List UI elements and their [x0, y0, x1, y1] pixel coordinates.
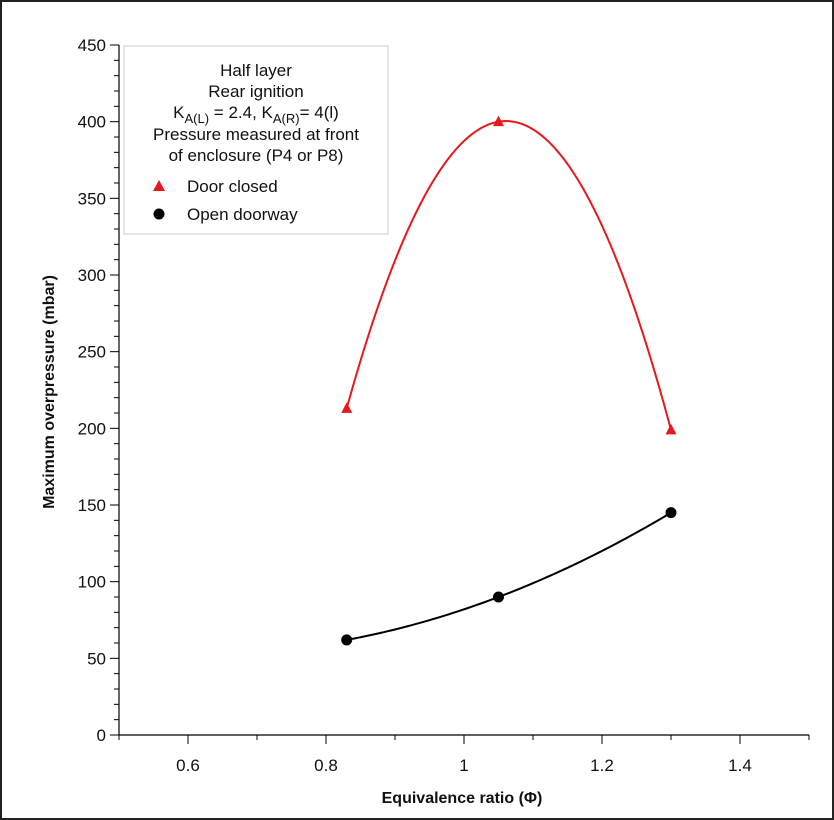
open-doorway-point: [493, 591, 504, 603]
y-tick-label: 100: [78, 573, 106, 592]
legend-line-1: Half layer: [220, 61, 292, 80]
legend-k-line: KA(L) = 2.4, KA(R)= 4(l): [173, 103, 339, 126]
y-tick-label: 0: [97, 726, 106, 745]
legend-line-2: Rear ignition: [208, 82, 303, 101]
y-tick-label: 300: [78, 266, 106, 285]
legend-door-closed-label: Door closed: [187, 177, 278, 196]
k2-value: = 4(l): [300, 103, 339, 122]
x-tick-label: 1.2: [590, 756, 614, 775]
k1-value: = 2.4,: [209, 103, 261, 122]
legend-open-doorway-marker: [153, 208, 165, 220]
fit-curve-series-1: [346, 511, 672, 641]
y-tick-label: 400: [78, 113, 106, 132]
legend-open-doorway-label: Open doorway: [187, 205, 298, 224]
legend-door-closed-marker: [153, 180, 165, 191]
x-tick-label: 1: [459, 756, 468, 775]
open-doorway-point: [665, 507, 677, 519]
legend-note-line-1: Pressure measured at front: [153, 125, 359, 144]
y-tick-label: 50: [87, 649, 106, 668]
x-tick-label: 1.4: [728, 756, 752, 775]
fit-curves: [345, 120, 672, 641]
x-tick-label: 0.6: [176, 756, 200, 775]
legend-box: [123, 45, 389, 235]
x-axis-title: Equivalence ratio (Φ): [382, 790, 543, 807]
y-tick-label: 450: [78, 36, 106, 55]
data-points: [341, 115, 677, 646]
x-axis: 0.6 0.8 1 1.2 1.4: [118, 734, 810, 775]
door-closed-point: [341, 402, 353, 413]
y-tick-label: 250: [78, 343, 106, 362]
y-tick-label: 150: [78, 496, 106, 515]
k2-base: K: [262, 103, 274, 122]
k1-sub: A(L): [185, 111, 210, 126]
y-tick-label: 350: [78, 189, 106, 208]
door-closed-point: [493, 115, 504, 127]
y-tick-label: 200: [78, 419, 106, 438]
y-axis: 0 50 100 150 200 250 300 350 400 450: [78, 36, 120, 745]
y-axis-title: Maximum overpressure (mbar): [41, 275, 58, 509]
open-doorway-point: [341, 634, 353, 646]
fit-curve-series-0: [345, 120, 672, 431]
x-tick-label: 0.8: [314, 756, 338, 775]
legend-note-line-2: of enclosure (P4 or P8): [169, 146, 344, 165]
legend: Half layer Rear ignition KA(L) = 2.4, KA…: [123, 45, 389, 235]
door-closed-point: [665, 423, 677, 435]
k2-sub: A(R): [273, 111, 300, 126]
k1-base: K: [173, 103, 185, 122]
